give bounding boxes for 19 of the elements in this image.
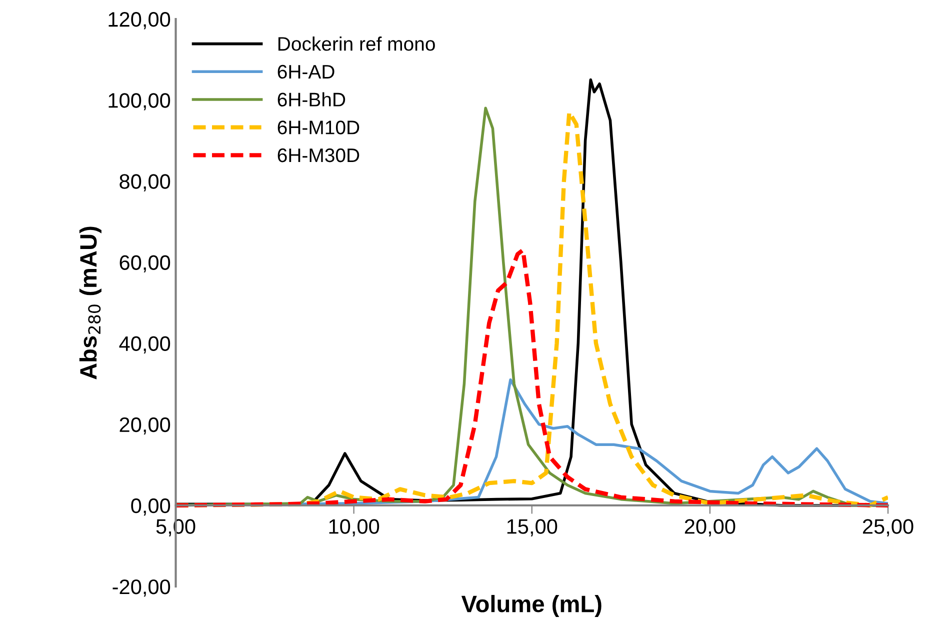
legend-label: 6H-BhD: [278, 92, 346, 106]
y-axis-title: Abs$_{280}$ (mAU): [79, 226, 102, 380]
legend-label: Dockerin ref mono: [278, 36, 435, 51]
x-tick-label: 25,00: [862, 519, 914, 536]
y-tick-label: 20,00: [120, 417, 170, 435]
y-tick-label: 100,00: [108, 93, 170, 110]
legend-label: 6H-M10D: [278, 120, 360, 134]
y-tick-label: 80,00: [120, 174, 170, 192]
legend-label: 6H-AD: [278, 64, 334, 79]
legend-label: 6H-M30D: [278, 148, 360, 162]
y-tick-label: 60,00: [120, 255, 170, 272]
x-axis-title: Volume (mL): [461, 594, 602, 617]
y-tick-label: 40,00: [119, 336, 170, 354]
x-tick-label: 20,00: [684, 519, 736, 536]
x-tick-label: 15,00: [507, 519, 558, 536]
y-tick-label: 120,00: [108, 12, 170, 30]
y-tick-label: 0,00: [131, 498, 170, 516]
x-tick-label: 10,00: [329, 519, 380, 536]
y-tick-label: -20,00: [112, 579, 170, 597]
